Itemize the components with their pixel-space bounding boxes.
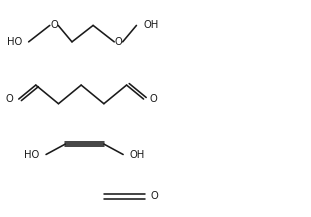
Text: O: O (150, 94, 157, 104)
Text: HO: HO (7, 37, 22, 47)
Text: O: O (5, 94, 13, 104)
Text: O: O (115, 37, 123, 47)
Text: HO: HO (24, 150, 39, 159)
Text: OH: OH (130, 150, 145, 159)
Text: OH: OH (143, 20, 159, 30)
Text: O: O (50, 20, 58, 30)
Text: O: O (151, 191, 159, 201)
